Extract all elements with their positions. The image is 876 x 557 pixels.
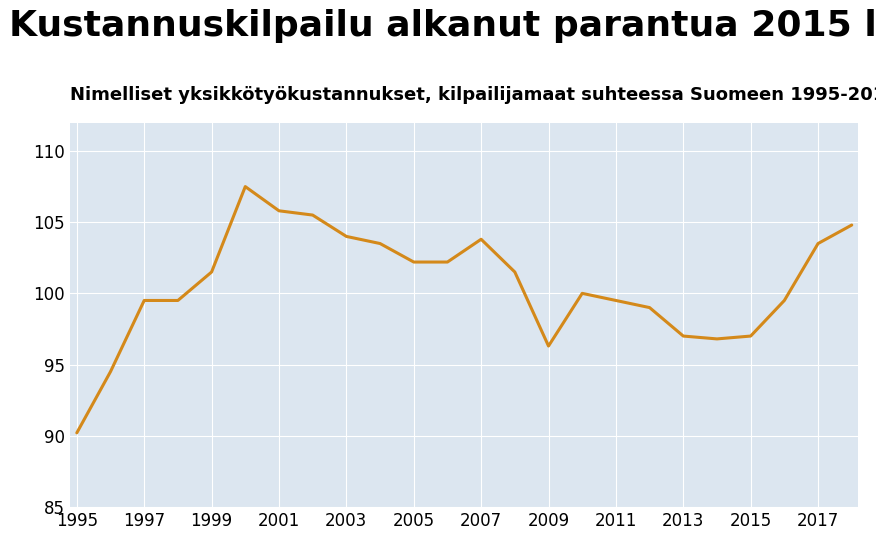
Text: Nimelliset yksikkötyökustannukset, kilpailijamaat suhteessa Suomeen 1995-2015 = : Nimelliset yksikkötyökustannukset, kilpa… bbox=[70, 86, 876, 104]
Text: Kustannuskilpailu alkanut parantua 2015 lähtien: Kustannuskilpailu alkanut parantua 2015 … bbox=[9, 8, 876, 43]
